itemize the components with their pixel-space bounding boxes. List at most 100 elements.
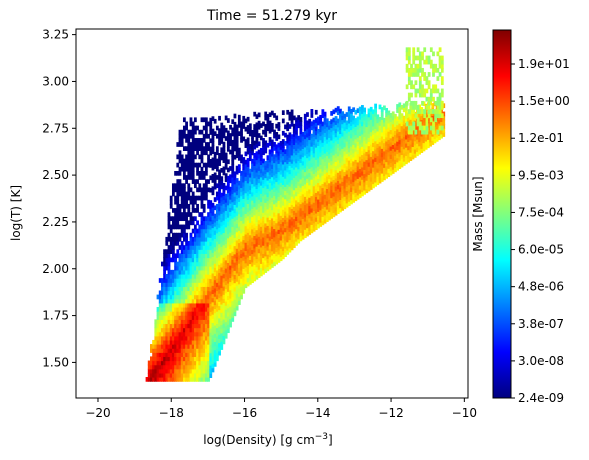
heatmap-cell	[268, 207, 272, 212]
heatmap-cell	[259, 238, 263, 244]
heatmap-cell	[411, 142, 415, 148]
heatmap-cell	[255, 159, 259, 165]
heatmap-cell	[198, 323, 202, 329]
heatmap-cell	[378, 116, 382, 122]
heatmap-cell	[244, 205, 248, 210]
heatmap-cell	[266, 200, 270, 206]
heatmap-cell	[264, 239, 268, 245]
heatmap-cell	[226, 159, 230, 165]
heatmap-cell	[156, 315, 160, 320]
heatmap-cell	[178, 352, 182, 358]
heatmap-cell	[222, 290, 226, 295]
heatmap-cell	[180, 199, 184, 205]
heatmap-cell	[292, 185, 296, 191]
heatmap-cell	[297, 234, 301, 240]
heatmap-cell	[303, 196, 307, 201]
heatmap-cell	[215, 282, 219, 287]
heatmap-cell	[323, 136, 327, 142]
heatmap-cell	[237, 263, 241, 268]
heatmap-cell	[244, 163, 248, 169]
heatmap-cell	[207, 187, 210, 193]
heatmap-cell	[163, 306, 166, 312]
heatmap-cell	[330, 111, 334, 116]
heatmap-cell	[185, 274, 188, 279]
heatmap-cell	[198, 294, 202, 300]
heatmap-cell	[345, 165, 349, 171]
heatmap-cell	[202, 236, 206, 242]
heatmap-cell	[341, 173, 345, 178]
heatmap-cell	[312, 128, 316, 133]
heatmap-cell	[288, 181, 292, 187]
heatmap-cell	[314, 204, 318, 210]
heatmap-cell	[224, 206, 228, 211]
heatmap-cell	[171, 241, 175, 246]
heatmap-cell	[196, 245, 199, 250]
heatmap-cell	[167, 249, 171, 254]
heatmap-cell	[266, 175, 270, 181]
heatmap-cell	[215, 183, 219, 189]
heatmap-cell	[180, 298, 184, 304]
heatmap-cell	[187, 331, 191, 337]
heatmap-cell	[171, 306, 175, 312]
heatmap-cell	[435, 136, 439, 142]
heatmap-cell	[308, 230, 312, 235]
heatmap-cell	[314, 188, 318, 193]
heatmap-cell	[292, 173, 296, 178]
heatmap-cell	[171, 282, 175, 287]
heatmap-cell	[248, 275, 252, 281]
heatmap-cell	[423, 125, 427, 131]
heatmap-cell	[279, 202, 283, 208]
heatmap-cell	[235, 141, 239, 146]
heatmap-cell	[306, 169, 309, 175]
heatmap-cell	[200, 191, 204, 197]
heatmap-cell	[222, 158, 226, 163]
heatmap-cell	[202, 261, 206, 267]
heatmap-cell	[405, 63, 409, 69]
heatmap-cell	[204, 286, 208, 292]
heatmap-cell	[393, 113, 397, 119]
heatmap-cell	[222, 294, 226, 299]
heatmap-cell	[202, 245, 206, 250]
heatmap-cell	[222, 327, 226, 332]
heatmap-cell	[299, 141, 303, 147]
heatmap-cell	[440, 63, 444, 69]
heatmap-cell	[418, 67, 422, 73]
heatmap-cell	[180, 253, 184, 259]
heatmap-cell	[246, 256, 250, 262]
heatmap-cell	[383, 146, 386, 152]
heatmap-cell	[378, 154, 382, 159]
heatmap-cell	[209, 327, 213, 333]
heatmap-cell	[312, 140, 316, 146]
heatmap-cell	[200, 331, 204, 337]
heatmap-cell	[332, 146, 336, 152]
heatmap-cell	[198, 142, 202, 147]
heatmap-cell	[264, 202, 268, 207]
heatmap-cell	[154, 335, 158, 341]
heatmap-cell	[270, 263, 274, 268]
heatmap-cell	[432, 121, 435, 127]
heatmap-cell	[284, 239, 287, 245]
heatmap-cell	[418, 92, 422, 98]
heatmap-cell	[339, 174, 342, 180]
heatmap-cell	[198, 249, 202, 254]
heatmap-cell	[387, 118, 391, 124]
heatmap-cell	[281, 213, 285, 219]
heatmap-cell	[323, 190, 327, 195]
heatmap-cell	[350, 174, 353, 180]
heatmap-cell	[378, 145, 382, 151]
heatmap-cell	[286, 241, 290, 247]
heatmap-cell	[158, 360, 162, 366]
heatmap-cell	[231, 197, 235, 203]
heatmap-cell	[237, 164, 241, 169]
heatmap-cell	[259, 193, 263, 198]
heatmap-cell	[365, 176, 369, 181]
heatmap-cell	[407, 55, 411, 61]
heatmap-cell	[281, 118, 285, 124]
heatmap-cell	[198, 364, 202, 370]
heatmap-cell	[189, 146, 193, 151]
heatmap-cell	[273, 207, 276, 213]
heatmap-cell	[251, 270, 254, 275]
heatmap-cell	[246, 149, 250, 155]
heatmap-cell	[347, 151, 351, 157]
heatmap-cell	[290, 134, 294, 139]
